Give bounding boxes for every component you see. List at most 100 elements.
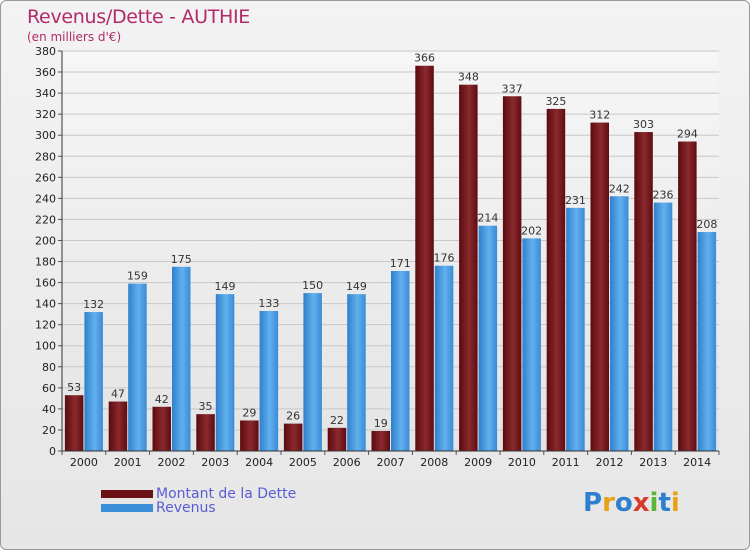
chart-subtitle: (en milliers d'€): [27, 30, 122, 44]
revenue-bar: [697, 232, 717, 451]
proxiti-logo: Proxiti: [583, 488, 680, 518]
y-tick-label: 360: [35, 66, 56, 79]
revenue-bar: [566, 207, 585, 451]
debt-data-label: 35: [199, 400, 213, 413]
revenue-data-label: 175: [171, 253, 192, 266]
revenue-bar: [434, 265, 454, 451]
debt-data-label: 325: [545, 95, 566, 108]
revenue-data-label: 231: [565, 194, 586, 207]
y-tick-label: 240: [35, 192, 56, 205]
revenue-bar: [391, 271, 410, 451]
revenue-data-label: 202: [521, 224, 542, 237]
revenue-data-label: 149: [215, 280, 236, 293]
y-tick-label: 300: [35, 129, 56, 142]
debt-bar: [546, 108, 566, 451]
debt-bar: [634, 132, 653, 452]
revenue-data-label: 159: [127, 270, 148, 283]
debt-bar: [108, 401, 128, 451]
debt-bar: [64, 395, 84, 451]
debt-bar: [283, 423, 303, 451]
revenue-data-label: 176: [434, 252, 455, 265]
y-tick-label: 120: [35, 319, 56, 332]
revenue-data-label: 214: [477, 212, 498, 225]
y-tick-label: 320: [35, 108, 56, 121]
x-tick-label: 2014: [683, 456, 711, 469]
revenue-data-label: 149: [346, 280, 367, 293]
debt-bar: [678, 141, 697, 452]
debt-data-label: 348: [458, 71, 479, 84]
y-tick-label: 260: [35, 171, 56, 184]
y-tick-label: 180: [35, 256, 56, 269]
debt-bar: [415, 65, 434, 451]
debt-data-label: 22: [330, 414, 344, 427]
x-tick-label: 2011: [552, 456, 580, 469]
x-tick-label: 2013: [639, 456, 667, 469]
plot-area: [62, 51, 719, 451]
x-tick-label: 2009: [464, 456, 492, 469]
y-tick-label: 20: [42, 424, 56, 437]
debt-data-label: 337: [502, 82, 523, 95]
revenue-data-label: 132: [83, 298, 104, 311]
debt-bar: [502, 96, 522, 452]
revenue-bar: [610, 196, 629, 451]
y-tick-label: 140: [35, 298, 56, 311]
revenue-bar: [215, 294, 235, 451]
x-tick-label: 2000: [70, 456, 98, 469]
revenue-bar: [128, 283, 147, 451]
revenue-data-label: 150: [302, 279, 323, 292]
revenue-data-label: 236: [653, 189, 674, 202]
legend-label-revenue: Revenus: [156, 500, 216, 516]
y-tick-label: 380: [35, 45, 56, 58]
debt-data-label: 26: [286, 410, 300, 423]
revenue-bar: [84, 312, 103, 451]
legend-swatch-revenue: [101, 504, 153, 512]
debt-data-label: 312: [589, 109, 610, 122]
revenue-bar: [522, 238, 541, 451]
x-tick-label: 2012: [596, 456, 624, 469]
debt-bar: [459, 84, 478, 452]
x-tick-label: 2005: [289, 456, 317, 469]
revenue-data-label: 171: [390, 257, 411, 270]
y-tick-label: 40: [42, 403, 56, 416]
x-tick-label: 2002: [158, 456, 186, 469]
revenue-bar: [172, 266, 191, 451]
y-tick-label: 280: [35, 150, 56, 163]
debt-bar: [327, 427, 347, 451]
y-tick-label: 0: [49, 445, 56, 458]
chart-title: Revenus/Dette - AUTHIE: [27, 6, 251, 28]
x-tick-label: 2006: [333, 456, 361, 469]
debt-data-label: 366: [414, 52, 435, 65]
revenue-bar: [347, 294, 366, 451]
y-tick-label: 340: [35, 87, 56, 100]
debt-data-label: 53: [67, 381, 81, 394]
debt-bar: [371, 431, 390, 451]
y-tick-label: 80: [42, 361, 56, 374]
debt-bar: [240, 420, 259, 451]
debt-bar: [590, 122, 609, 451]
revenue-bar: [478, 225, 498, 451]
x-tick-label: 2007: [377, 456, 405, 469]
legend-label-debt: Montant de la Dette: [156, 486, 297, 502]
x-tick-label: 2010: [508, 456, 536, 469]
revenue-bar: [303, 293, 322, 451]
x-tick-label: 2004: [245, 456, 273, 469]
y-tick-label: 220: [35, 213, 56, 226]
revenue-data-label: 242: [609, 182, 630, 195]
revenue-bar: [653, 202, 673, 451]
debt-bar: [152, 406, 171, 451]
x-tick-label: 2001: [114, 456, 142, 469]
debt-data-label: 303: [633, 118, 654, 131]
debt-data-label: 42: [155, 393, 169, 406]
debt-data-label: 47: [111, 388, 125, 401]
y-tick-label: 200: [35, 234, 56, 247]
debt-data-label: 294: [677, 128, 698, 141]
legend-swatch-debt: [101, 490, 153, 498]
debt-bar: [196, 414, 215, 451]
y-tick-label: 60: [42, 382, 56, 395]
revenue-bar: [259, 311, 279, 451]
debt-data-label: 29: [242, 406, 256, 419]
debt-data-label: 19: [374, 417, 388, 430]
x-tick-label: 2003: [201, 456, 229, 469]
